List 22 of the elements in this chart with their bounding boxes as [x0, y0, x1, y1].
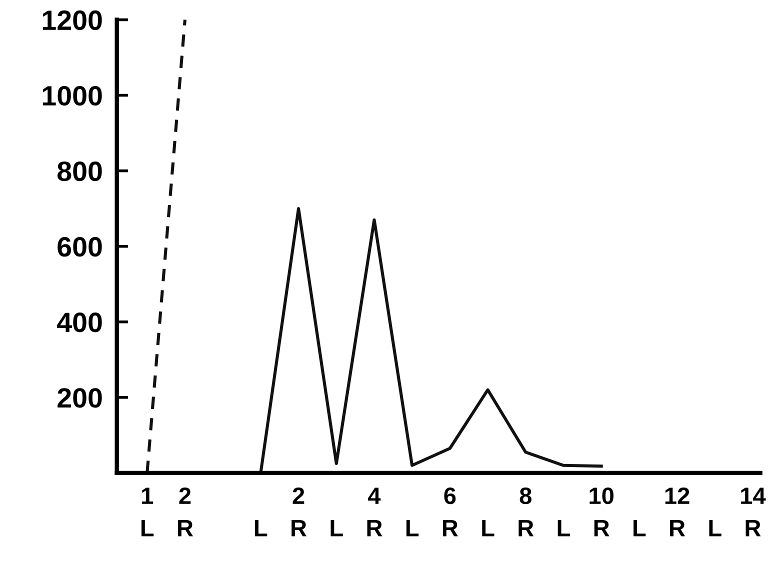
y-tick-label: 800 — [58, 161, 102, 182]
x-tick-label: 2 R — [178, 487, 194, 536]
x-tick-label: L — [709, 520, 722, 536]
x-tick-label: L — [558, 520, 570, 536]
x-tick-label: 12 R — [665, 487, 690, 536]
x-tick-label: 6 R — [442, 487, 458, 536]
x-tick-label: 2 R — [292, 487, 307, 536]
x-tick-label: 8 R — [518, 487, 534, 536]
x-tick-label: 14 R — [741, 488, 766, 536]
y-tick-label: 1200 — [42, 10, 102, 30]
x-tick-label: L — [406, 520, 419, 536]
x-tick-label: 1 L — [142, 488, 154, 536]
x-tick-label: L — [634, 520, 646, 536]
x-tick-label: 10 R — [590, 487, 614, 536]
y-tick-label: 200 — [58, 388, 102, 408]
x-tick-label: L — [255, 520, 268, 536]
x-tick-label: L — [330, 520, 343, 536]
y-tick-label: 1000 — [42, 86, 102, 106]
x-tick-label: 4 R — [367, 488, 382, 536]
y-tick-label: 600 — [58, 237, 102, 257]
x-tick-label: L — [482, 520, 494, 536]
y-tick-label: 400 — [57, 312, 102, 332]
